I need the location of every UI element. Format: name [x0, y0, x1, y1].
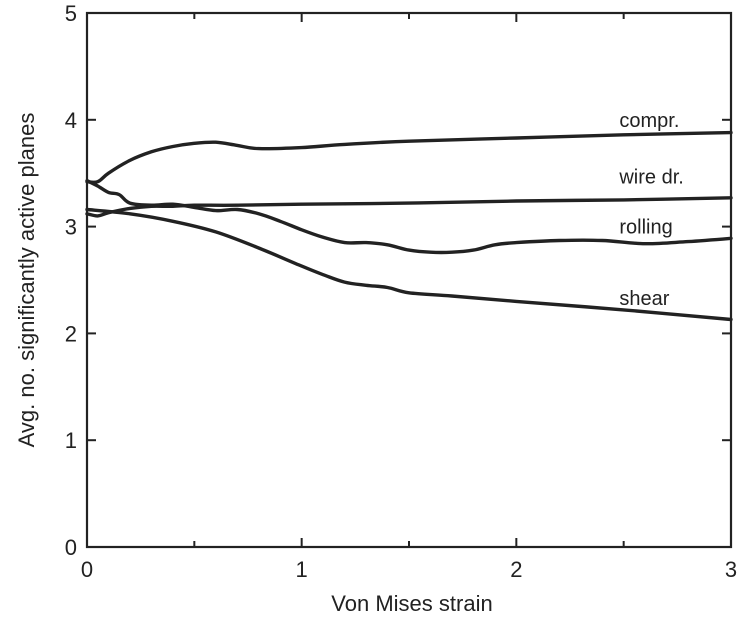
series-label-compr: compr. — [619, 110, 679, 132]
y-tick-label: 2 — [65, 321, 77, 346]
x-tick-label: 1 — [296, 557, 308, 582]
series-labels: compr. wire dr. rolling shear — [618, 110, 683, 310]
series-label-wire-dr: wire dr. — [618, 166, 683, 188]
series-line-shear — [85, 207, 733, 322]
series-lines — [85, 130, 733, 322]
x-tick-label: 0 — [81, 557, 93, 582]
x-axis-title: Von Mises strain — [331, 591, 492, 616]
plot-frame — [85, 11, 733, 549]
y-tick-label: 3 — [65, 215, 77, 240]
series-label-shear: shear — [619, 288, 669, 310]
series-line-compr — [85, 130, 733, 185]
y-axis-title: Avg. no. significantly active planes — [14, 113, 39, 448]
x-tick-label: 2 — [510, 557, 522, 582]
y-tick-label: 5 — [65, 1, 77, 26]
y-tick-label: 0 — [65, 535, 77, 560]
y-tick-label: 1 — [65, 428, 77, 453]
series-label-rolling: rolling — [619, 217, 672, 239]
tick-labels: 0 1 2 3 0 1 2 3 4 5 — [65, 1, 737, 582]
series-line-rolling — [85, 179, 733, 255]
y-tick-label: 4 — [65, 108, 77, 133]
x-tick-label: 3 — [725, 557, 737, 582]
axis-ticks — [86, 12, 732, 548]
